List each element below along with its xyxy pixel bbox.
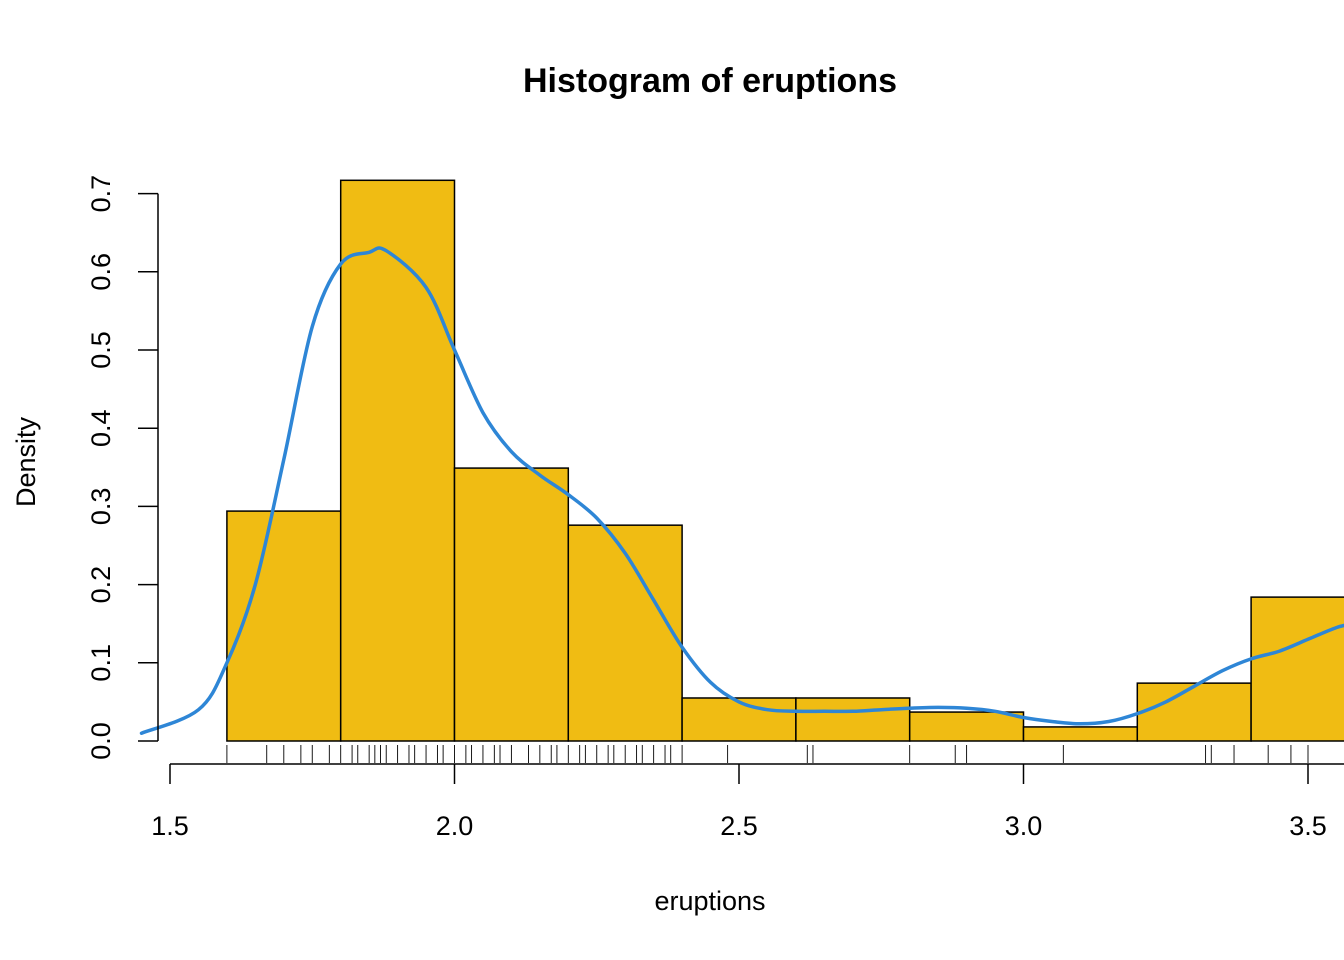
y-axis: 0.0 0.1 0.2 0.3 0.4 0.5 0.6 0.7 (86, 175, 159, 760)
histogram-bar-7 (1022, 726, 1139, 742)
histogram-bar-6 (908, 711, 1025, 742)
chart-title: Histogram of eruptions (523, 62, 897, 100)
y-tick-label-4: 0.4 (86, 409, 116, 447)
density-curve-group (139, 246, 1344, 735)
histogram-bar-1 (339, 179, 456, 742)
x-tick-label-2: 2.5 (720, 811, 758, 841)
histogram-bar-8 (1136, 682, 1252, 742)
histogram-bar-5 (795, 697, 911, 742)
density-curve (139, 246, 1344, 735)
histogram-bars (226, 179, 1344, 742)
y-tick-label-7: 0.7 (86, 175, 116, 213)
histogram-bar-9 (1250, 596, 1344, 742)
y-tick-label-3: 0.3 (86, 488, 116, 526)
x-tick-label-4: 3.5 (1289, 811, 1327, 841)
histogram-bar-4 (681, 697, 797, 742)
x-tick-label-3: 3.0 (1005, 811, 1043, 841)
y-tick-label-6: 0.6 (86, 253, 116, 291)
x-axis-label: eruptions (654, 886, 765, 916)
y-axis-label: Density (11, 416, 41, 507)
histogram-bar-3 (567, 524, 683, 742)
histogram-bar-2 (453, 467, 570, 742)
histogram-bar-0 (226, 510, 342, 742)
y-tick-label-1: 0.1 (86, 644, 116, 682)
y-tick-label-2: 0.2 (86, 566, 116, 604)
rug-marks (226, 745, 1309, 763)
x-tick-label-1: 2.0 (436, 811, 474, 841)
x-axis: 1.52.02.53.03.54.04.55.0 (151, 763, 1344, 841)
y-tick-label-0: 0.0 (86, 722, 116, 760)
y-tick-label-5: 0.5 (86, 331, 116, 369)
x-tick-label-0: 1.5 (151, 811, 189, 841)
